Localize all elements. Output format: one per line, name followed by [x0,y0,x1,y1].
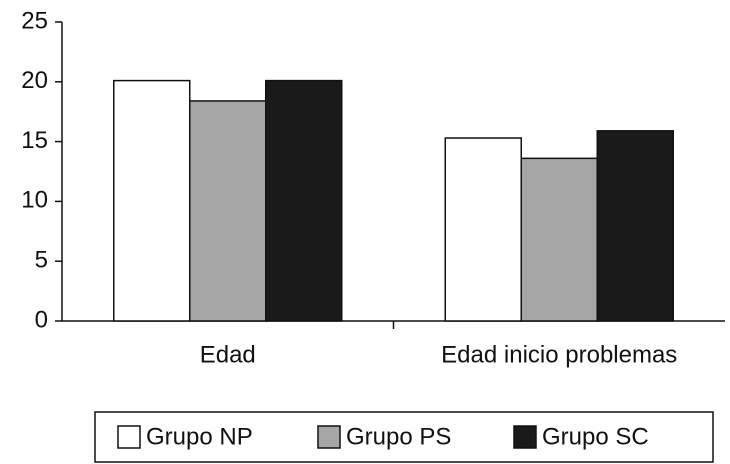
y-tick-label: 10 [21,187,48,214]
y-tick-label: 20 [21,67,48,94]
legend-label: Grupo NP [146,423,253,450]
bar [596,130,674,322]
bar [520,157,598,322]
bar [113,79,191,322]
y-tick-label: 0 [35,306,48,333]
y-tick-label: 15 [21,127,48,154]
bar [189,100,267,322]
bar [444,137,522,322]
legend-swatch [513,425,537,449]
x-tick-label: Edad [200,341,256,368]
y-tick-label: 5 [35,247,48,274]
bar [265,79,343,322]
legend [94,411,714,463]
legend-label: Grupo SC [542,423,649,450]
y-tick-label: 25 [21,7,48,34]
legend-label: Grupo PS [346,423,451,450]
legend-swatch [117,425,141,449]
x-tick-label: Edad inicio problemas [441,341,677,368]
legend-swatch [317,425,341,449]
